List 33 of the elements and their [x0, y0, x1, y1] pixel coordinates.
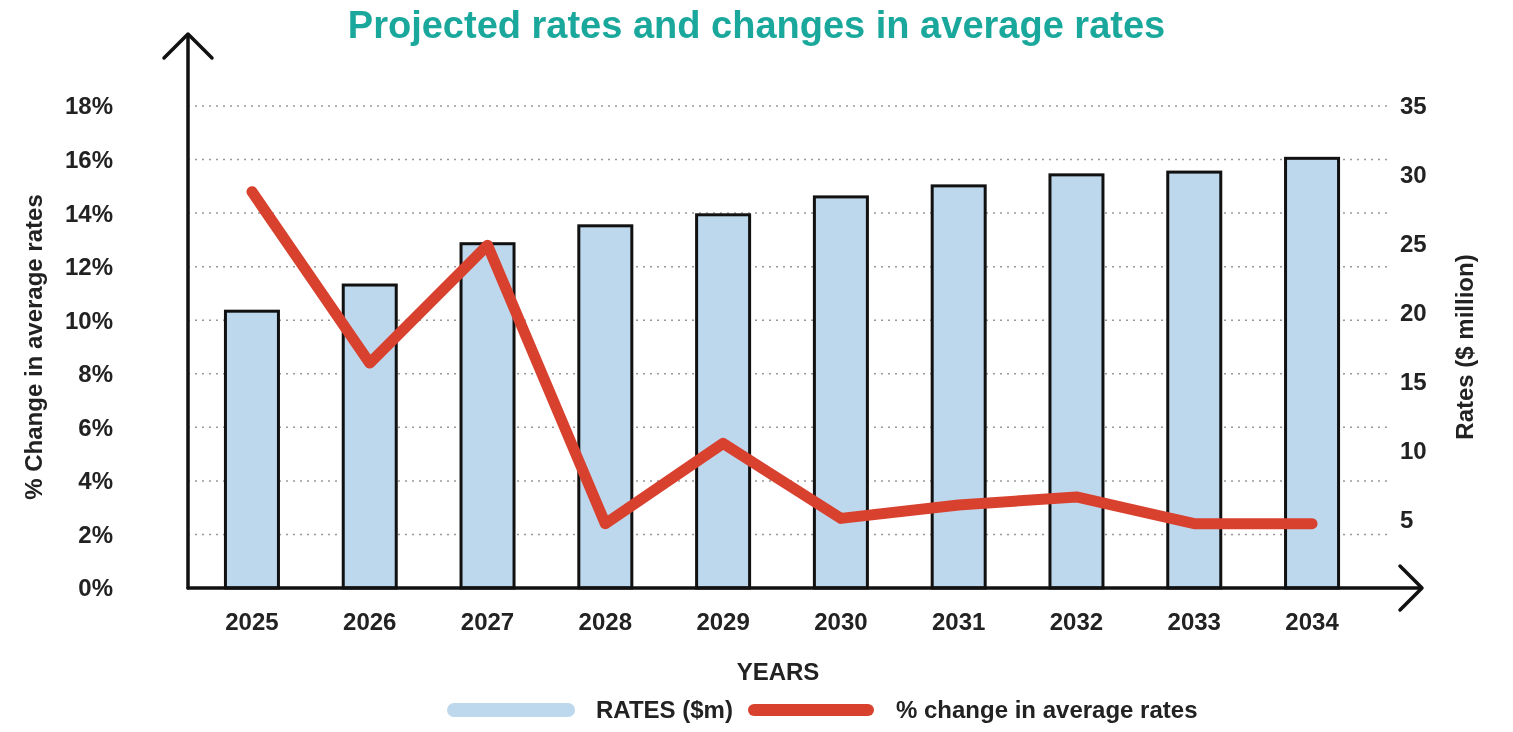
y-tick-label: 18% [64, 92, 113, 120]
x-tick-label: 2025 [225, 608, 279, 635]
x-tick-label: 2028 [578, 608, 633, 635]
y-tick-label: 8% [78, 360, 113, 388]
y-tick-label: 12% [64, 253, 113, 281]
x-tick-label: 2033 [1167, 608, 1221, 635]
y2-tick-label: 25 [1400, 230, 1427, 258]
x-tick-label: 2029 [696, 608, 750, 635]
x-tick-label: 2034 [1285, 608, 1340, 635]
legend-label: % change in average rates [896, 696, 1198, 724]
x-tick-label: 2026 [343, 608, 397, 635]
y-tick-label: 6% [78, 413, 113, 441]
y-tick-label: 14% [64, 199, 113, 227]
y2-tick-label: 20 [1400, 298, 1427, 326]
x-tick-label: 2027 [460, 608, 515, 635]
y-tick-label: 10% [64, 306, 113, 334]
x-tick-label: 2030 [814, 608, 868, 635]
y2-tick-label: 15 [1400, 367, 1427, 395]
y-tick-label: 4% [78, 467, 113, 495]
y2-tick-label: 5 [1400, 505, 1414, 533]
y2-tick-label: 10 [1400, 436, 1427, 464]
y-tick-label: 2% [78, 520, 113, 548]
legend-label: RATES ($m) [596, 696, 733, 724]
y-tick-label: 0% [78, 574, 113, 602]
chart-title: Projected rates and changes in average rates [347, 4, 1166, 46]
y2-axis-title: Rates ($ million) [1451, 254, 1478, 440]
y-tick-label: 16% [64, 145, 113, 173]
x-tick-label: 2032 [1049, 608, 1104, 635]
y2-tick-label: 35 [1400, 92, 1427, 120]
x-tick-label: 2031 [931, 608, 986, 635]
x-axis-title: YEARS [736, 658, 820, 685]
y2-tick-label: 30 [1400, 161, 1427, 189]
y-axis-title: % Change in average rates [20, 194, 47, 500]
